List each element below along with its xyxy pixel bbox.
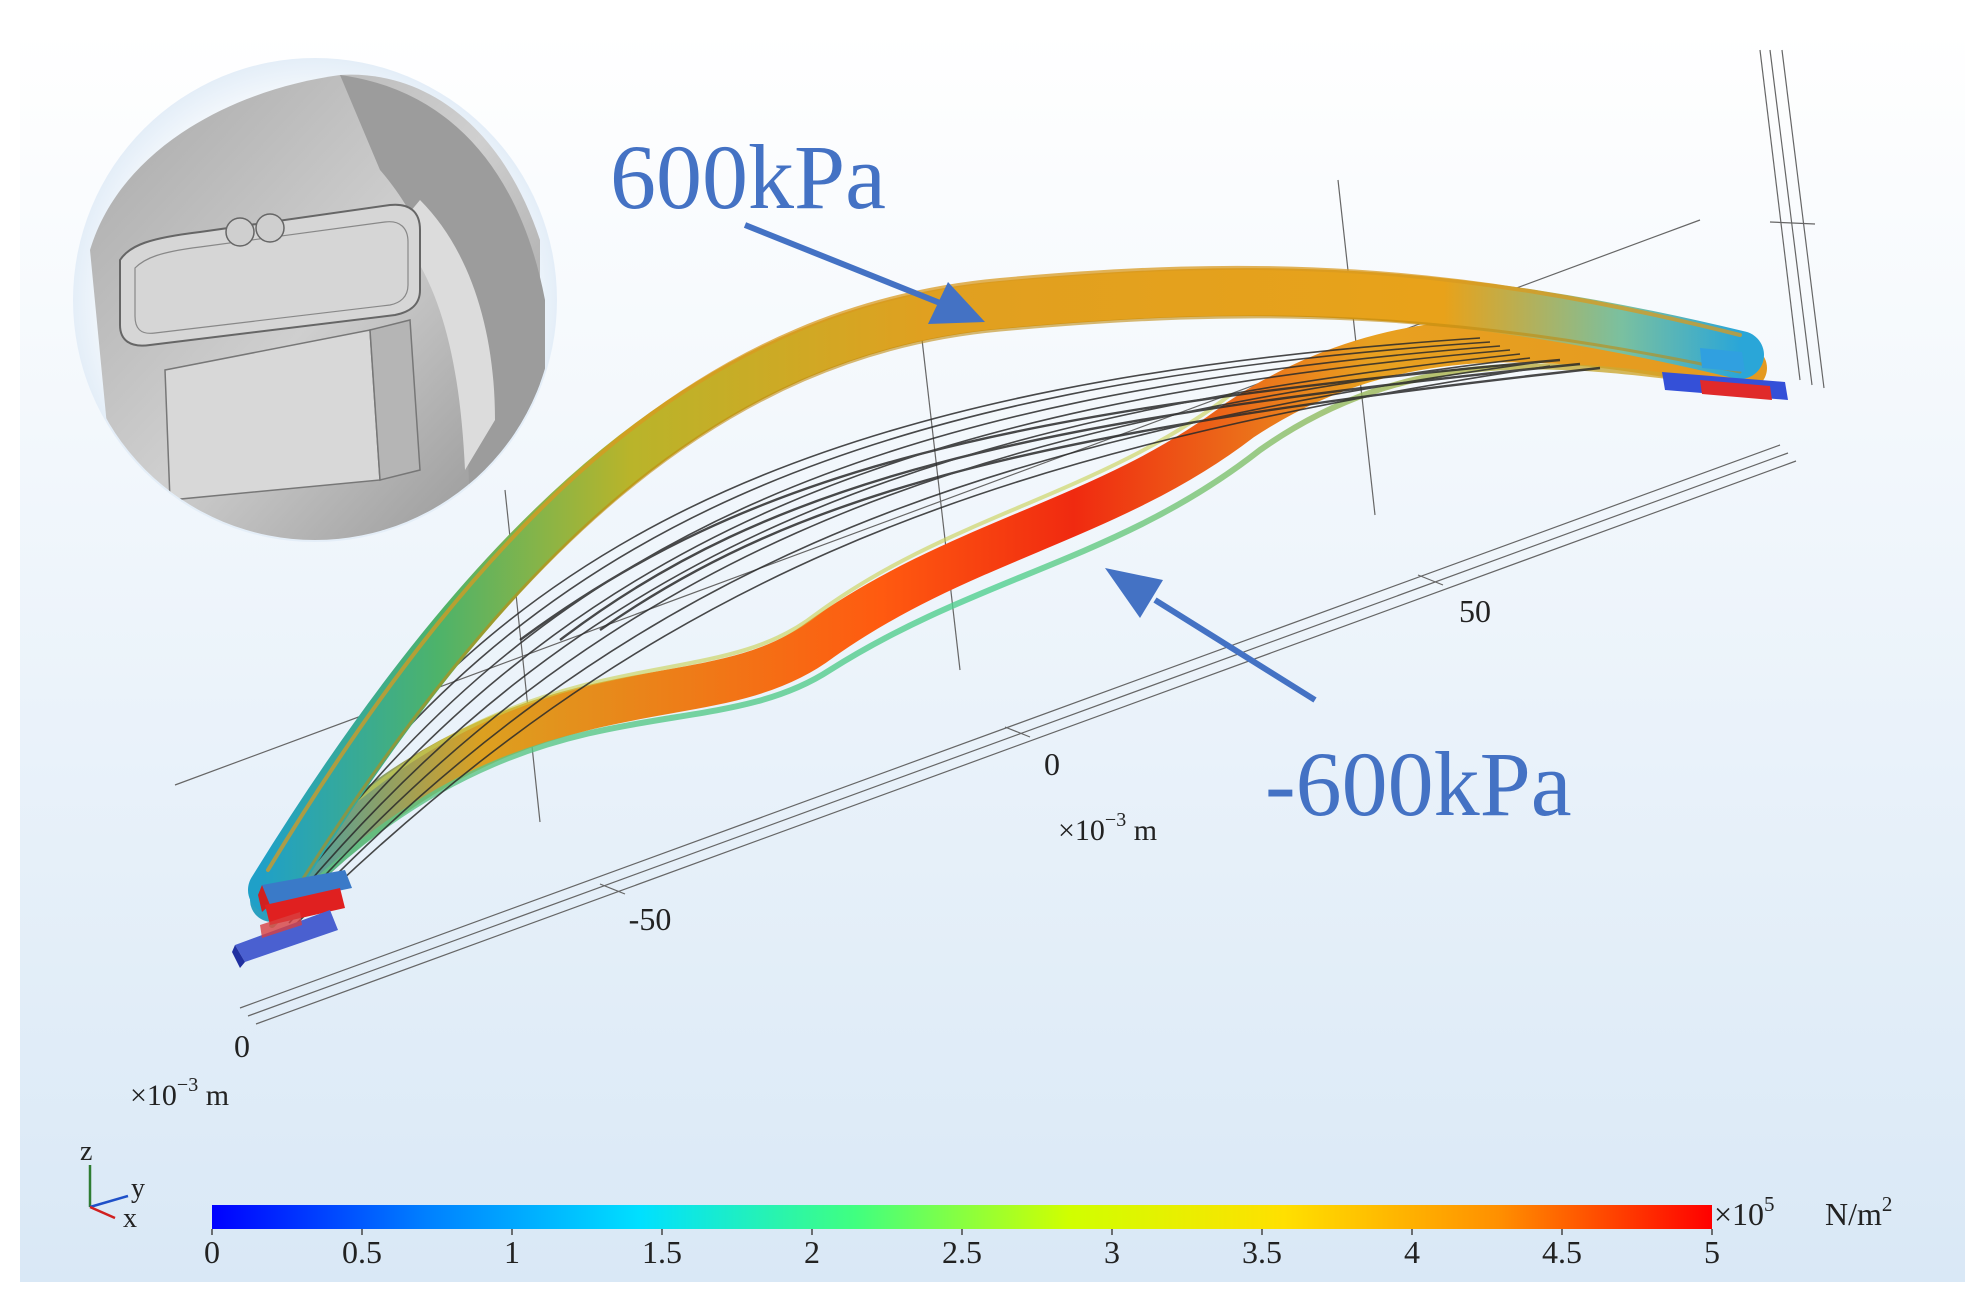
x-unit-suffix: m	[1126, 814, 1157, 847]
label-positive-pressure: 600kPa	[610, 126, 886, 228]
colorbar-tick-label: 2	[804, 1234, 820, 1270]
colorbar-tick-label: 3.5	[1242, 1234, 1282, 1270]
colorbar-tick-label: 1.5	[642, 1234, 682, 1270]
label-negative-pressure: -600kPa	[1265, 733, 1572, 835]
colorbar-tick-label: 2.5	[942, 1234, 982, 1270]
x-tick-50: 50	[1459, 593, 1491, 629]
y-unit-suffix: m	[198, 1079, 229, 1112]
colorbar-multiplier-exponent: 5	[1764, 1192, 1775, 1216]
colorbar-ticks: 0 0.5 1 1.5 2 2.5 3 3.5 4 4.5 5	[204, 1229, 1720, 1270]
triad-x-label: x	[123, 1203, 137, 1234]
x-unit-prefix: ×10	[1058, 814, 1105, 847]
colorbar-gradient	[212, 1205, 1712, 1229]
left-clamp	[232, 870, 352, 968]
x-tick-0: 0	[1044, 746, 1060, 782]
colorbar-multiplier: ×105	[1714, 1192, 1775, 1232]
colorbar-unit-prefix: N/m	[1825, 1196, 1882, 1232]
colorbar-unit-exponent: 2	[1882, 1192, 1893, 1216]
colorbar-tick-label: 1	[504, 1234, 520, 1270]
cross-section-inset	[73, 58, 557, 542]
right-clamp	[1662, 348, 1788, 400]
colorbar-tick-label: 5	[1704, 1234, 1720, 1270]
triad-y-label: y	[131, 1173, 145, 1204]
y-tick-0: 0	[234, 1028, 250, 1064]
y-unit-exponent: −3	[177, 1074, 198, 1096]
annotation-arrows	[743, 222, 1317, 703]
x-axis-unit: ×10−3 m	[1058, 809, 1157, 847]
colorbar-tick-label: 4	[1404, 1234, 1420, 1270]
x-unit-exponent: −3	[1105, 809, 1126, 831]
orientation-triad: z y x	[80, 1136, 145, 1234]
x-tick-minus-50: -50	[629, 901, 672, 937]
colorbar: 0 0.5 1 1.5 2 2.5 3 3.5 4 4.5 5 ×105 N/m2	[204, 1192, 1892, 1270]
colorbar-unit: N/m2	[1825, 1192, 1892, 1232]
beam-positive-pressure	[248, 265, 1764, 917]
colorbar-tick-label: 4.5	[1542, 1234, 1582, 1270]
colorbar-tick-label: 0	[204, 1234, 220, 1270]
colorbar-tick-label: 3	[1104, 1234, 1120, 1270]
y-axis-unit: ×10−3 m	[130, 1074, 229, 1112]
colorbar-multiplier-prefix: ×10	[1714, 1196, 1764, 1232]
triad-z-label: z	[80, 1136, 92, 1167]
y-unit-prefix: ×10	[130, 1079, 177, 1112]
colorbar-tick-label: 0.5	[342, 1234, 382, 1270]
